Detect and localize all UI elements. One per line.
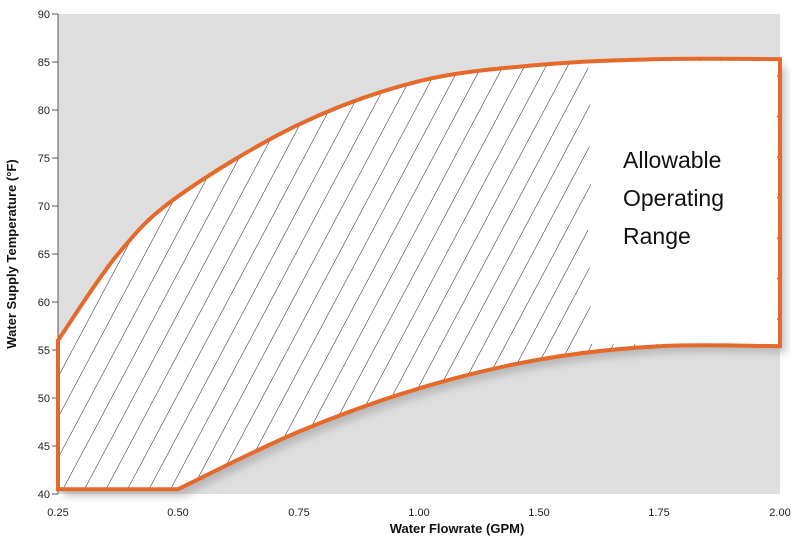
y-tick-label: 55 bbox=[38, 345, 50, 357]
y-tick-label: 90 bbox=[38, 9, 50, 21]
y-tick-label: 40 bbox=[38, 489, 50, 501]
y-tick-label: 45 bbox=[38, 441, 50, 453]
y-ticks: 40 45 50 55 60 65 70 75 80 85 90 bbox=[38, 9, 58, 501]
annotation-box bbox=[587, 61, 777, 345]
y-tick-label: 70 bbox=[38, 201, 50, 213]
annotation: Allowable Operating Range bbox=[623, 147, 724, 249]
y-tick-label: 75 bbox=[38, 153, 50, 165]
annotation-line-3: Range bbox=[623, 223, 691, 249]
y-axis-title: Water Supply Temperature (°F) bbox=[4, 159, 19, 348]
x-tick-label: 2.00 bbox=[769, 507, 790, 519]
annotation-line-1: Allowable bbox=[623, 147, 721, 173]
x-tick-label: 0.50 bbox=[167, 507, 188, 519]
x-tick-label: 1.00 bbox=[408, 507, 429, 519]
y-tick-label: 50 bbox=[38, 393, 50, 405]
x-tick-label: 0.25 bbox=[47, 507, 68, 519]
allowable-region-outline bbox=[56, 56, 782, 492]
y-tick-label: 60 bbox=[38, 297, 50, 309]
x-ticks: 0.25 0.50 0.75 1.00 1.50 1.75 2.00 bbox=[47, 507, 790, 519]
y-tick-label: 85 bbox=[38, 57, 50, 69]
x-tick-label: 0.75 bbox=[288, 507, 309, 519]
x-tick-label: 1.50 bbox=[528, 507, 549, 519]
y-tick-label: 80 bbox=[38, 105, 50, 117]
x-axis-title: Water Flowrate (GPM) bbox=[390, 521, 525, 536]
annotation-line-2: Operating bbox=[623, 185, 724, 211]
x-tick-label: 1.75 bbox=[648, 507, 669, 519]
y-tick-label: 65 bbox=[38, 249, 50, 261]
